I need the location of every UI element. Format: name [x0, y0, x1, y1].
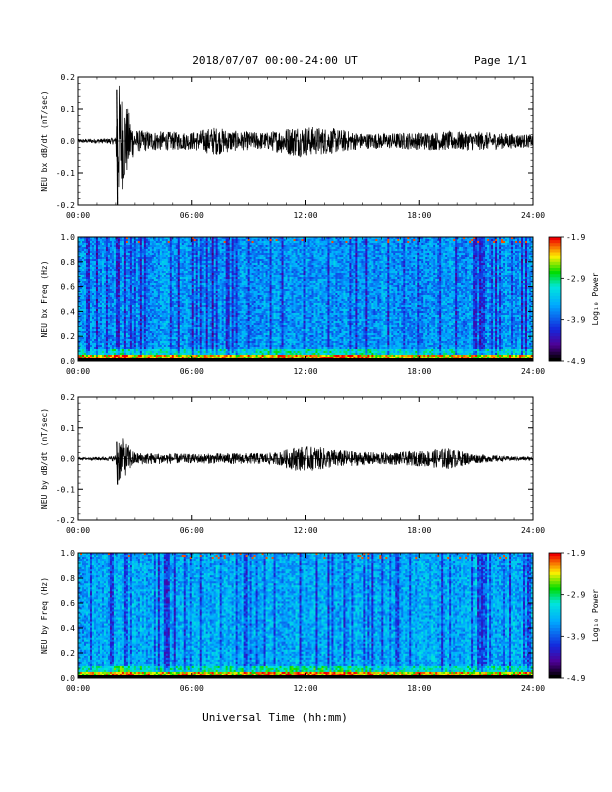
colorbar-tick-label: -4.9	[566, 357, 585, 366]
x-tick-label: 00:00	[66, 367, 90, 376]
colorbar-tick-label: -4.9	[566, 674, 585, 683]
spectrogram-image	[78, 237, 533, 361]
y-tick-label: 0.6	[61, 599, 76, 608]
panel-4: -1.9 -2.9 -3.9 -4.9 Log₁₀ Power 1.0 0.8 0.6 0.4 0…	[40, 549, 600, 693]
x-tick-label: 06:00	[180, 684, 204, 693]
x-tick-label: 00:00	[66, 684, 90, 693]
waveform-trace	[78, 86, 533, 189]
y-tick-label: 0.2	[61, 73, 76, 82]
colorbar: -1.9 -2.9 -3.9 -4.9 Log₁₀ Power	[549, 233, 600, 366]
y-axis-title: NEU bx Freq (Hz)	[40, 260, 49, 337]
y-tick-label: 0.2	[61, 393, 76, 402]
x-axis-title: Universal Time (hh:mm)	[202, 711, 348, 724]
impulse-spike	[117, 442, 118, 485]
x-tick-label: 00:00	[66, 211, 90, 220]
panel-3: 0.2 0.1 0.0 -0.1 -0.200:00 06:00 12:00 18:00 24:…	[40, 393, 545, 535]
x-tick-label: 06:00	[180, 211, 204, 220]
spectrogram-image	[78, 553, 533, 678]
colorbar-tick-label: -2.9	[566, 591, 585, 600]
colorbar-tick-label: -1.9	[566, 233, 585, 242]
y-axis-title: NEU by Freq (Hz)	[40, 577, 49, 654]
x-tick-label: 12:00	[293, 684, 317, 693]
x-tick-label: 18:00	[407, 684, 431, 693]
panel-1: 0.2 0.1 0.0 -0.1 -0.200:00 06:00 12:00 18:00 24:…	[40, 73, 545, 220]
y-tick-label: 0.0	[61, 674, 76, 683]
y-tick-label: 0.1	[61, 105, 76, 114]
panel-2: -1.9 -2.9 -3.9 -4.9 Log₁₀ Power 1.0 0.8 0.6 0.4 0…	[40, 233, 600, 376]
y-tick-label: -0.2	[56, 201, 75, 210]
y-tick-label: 0.4	[61, 307, 76, 316]
impulse-spike	[117, 90, 118, 205]
y-tick-label: -0.2	[56, 516, 75, 525]
y-tick-label: 0.8	[61, 258, 76, 267]
y-tick-label: -0.1	[56, 169, 75, 178]
y-tick-label: 0.1	[61, 424, 76, 433]
colorbar-tick-label: -3.9	[566, 316, 585, 325]
colorbar-tick-label: -3.9	[566, 632, 585, 641]
colorbar-tick-label: -1.9	[566, 549, 585, 558]
x-tick-label: 12:00	[293, 526, 317, 535]
y-tick-label: -0.1	[56, 485, 75, 494]
y-tick-label: 0.0	[61, 455, 76, 464]
y-tick-label: 0.2	[61, 332, 76, 341]
figure-title: 2018/07/07 00:00-24:00 UT	[192, 54, 358, 67]
x-tick-label: 24:00	[521, 526, 545, 535]
x-tick-label: 12:00	[293, 367, 317, 376]
x-tick-label: 06:00	[180, 526, 204, 535]
x-tick-label: 18:00	[407, 211, 431, 220]
y-tick-label: 0.0	[61, 357, 76, 366]
y-tick-label: 0.2	[61, 649, 76, 658]
y-tick-label: 0.0	[61, 137, 76, 146]
x-tick-label: 06:00	[180, 367, 204, 376]
x-tick-label: 18:00	[407, 526, 431, 535]
y-tick-label: 1.0	[61, 233, 76, 242]
colorbar: -1.9 -2.9 -3.9 -4.9 Log₁₀ Power	[549, 549, 600, 683]
x-tick-label: 18:00	[407, 367, 431, 376]
x-tick-label: 24:00	[521, 211, 545, 220]
page-indicator: Page 1/1	[474, 54, 527, 67]
colorbar-title: Log₁₀ Power	[591, 272, 600, 325]
y-tick-label: 1.0	[61, 549, 76, 558]
waveform-trace	[78, 438, 533, 480]
y-tick-label: 0.4	[61, 624, 76, 633]
figure-canvas: 2018/07/07 00:00-24:00 UT Page 1/1 Unive…	[0, 0, 612, 792]
x-tick-label: 12:00	[293, 211, 317, 220]
colorbar-tick-label: -2.9	[566, 274, 585, 283]
x-tick-label: 24:00	[521, 367, 545, 376]
y-axis-title: NEU bx dB/dt (nT/sec)	[40, 90, 49, 191]
y-tick-label: 0.8	[61, 574, 76, 583]
y-axis-title: NEU by dB/dt (nT/sec)	[40, 408, 49, 509]
colorbar-title: Log₁₀ Power	[591, 589, 600, 642]
y-tick-label: 0.6	[61, 283, 76, 292]
x-tick-label: 24:00	[521, 684, 545, 693]
x-tick-label: 00:00	[66, 526, 90, 535]
